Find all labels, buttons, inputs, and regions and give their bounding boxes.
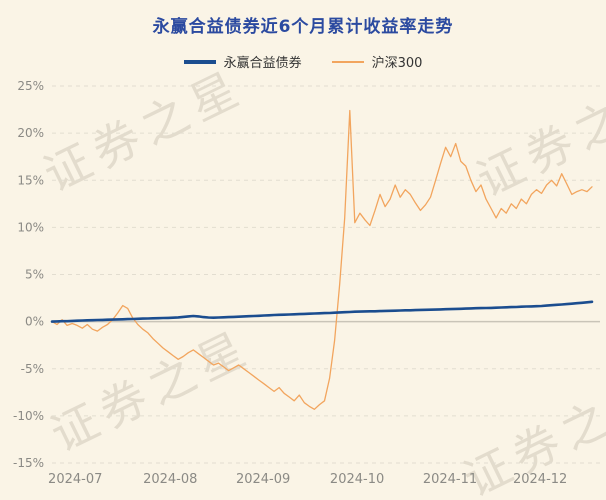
legend-label-fund: 永赢合益债券 <box>223 56 302 71</box>
y-tick-label: -15% <box>13 456 44 470</box>
y-tick-label: 15% <box>17 173 44 187</box>
x-tick-label: 2024-11 <box>423 472 477 487</box>
x-tick-label: 2024-10 <box>330 472 384 487</box>
legend-item-fund: 永赢合益债券 <box>183 52 302 71</box>
legend-label-index: 沪深300 <box>371 56 423 71</box>
y-tick-label: 20% <box>17 126 44 140</box>
x-tick-label: 2024-07 <box>48 472 102 487</box>
y-tick-label: 10% <box>17 220 44 234</box>
x-tick-label: 2024-08 <box>143 472 197 487</box>
fund-line-swatch <box>183 59 216 64</box>
y-tick-label: -10% <box>13 409 44 423</box>
x-tick-label: 2024-12 <box>513 472 567 487</box>
y-tick-label: 0% <box>25 315 44 329</box>
series-line-fund <box>50 300 594 323</box>
y-tick-label: 25% <box>17 79 44 93</box>
index-line-swatch <box>331 60 364 63</box>
y-tick-label: -5% <box>21 362 44 376</box>
x-tick-label: 2024-09 <box>236 472 290 487</box>
legend: 永赢合益债券 沪深300 <box>0 52 606 71</box>
series-line-index <box>51 109 593 410</box>
legend-item-index: 沪深300 <box>331 52 423 71</box>
y-tick-label: 5% <box>25 268 44 282</box>
chart-title: 永赢合益债券近6个月累计收益率走势 <box>152 17 454 37</box>
